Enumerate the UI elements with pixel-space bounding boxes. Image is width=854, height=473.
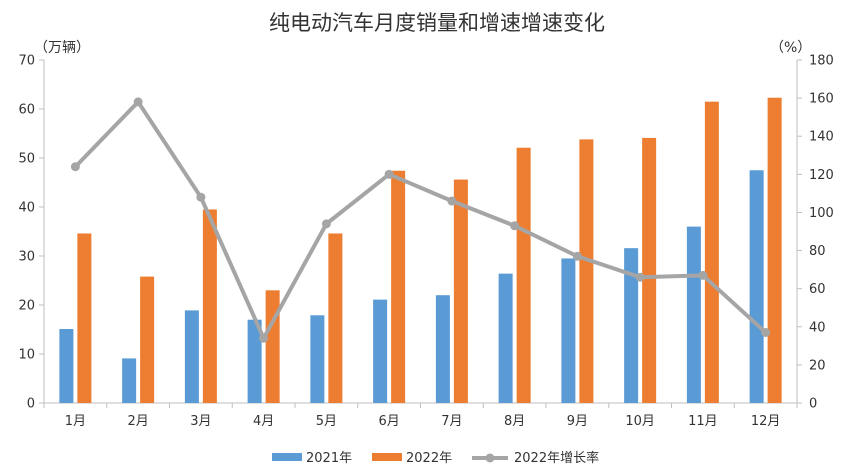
right-tick-label: 180 <box>809 54 834 69</box>
bar-2021年-4月 <box>247 319 262 403</box>
bars <box>59 97 782 404</box>
bar-2021年-5月 <box>310 315 325 403</box>
bar-2022年-8月 <box>516 147 531 403</box>
growth-rate-line <box>73 99 767 341</box>
left-tick-label: 0 <box>27 397 35 412</box>
left-tick-label: 40 <box>18 201 35 216</box>
x-tick-label: 11月 <box>688 414 718 429</box>
bar-2022年-4月 <box>265 290 280 403</box>
left-tick-label: 30 <box>18 250 35 265</box>
growth-rate-point-2月 <box>133 97 143 107</box>
bar-2022年-1月 <box>77 233 92 403</box>
bar-2022年-10月 <box>642 137 657 403</box>
x-tick-label: 4月 <box>253 414 274 429</box>
left-axis-unit: （万辆） <box>34 40 90 56</box>
growth-rate-point-8月 <box>510 221 520 231</box>
bar-2021年-11月 <box>686 226 701 403</box>
right-tick-label: 80 <box>809 244 826 259</box>
growth-rate-point-10月 <box>635 272 645 282</box>
bar-2021年-2月 <box>122 358 137 403</box>
bar-2022年-9月 <box>579 139 594 403</box>
axes: 0 10 20 30 40 50 60 70 0 20 40 60 80 100 120 140 160 180 1… <box>18 54 833 430</box>
x-tick-label: 12月 <box>751 414 781 429</box>
right-tick-label: 140 <box>809 130 834 145</box>
bar-2021年-1月 <box>59 329 74 403</box>
x-tick-label: 10月 <box>625 414 655 429</box>
legend: 2021年 2022年 2022年增长率 <box>272 450 599 466</box>
right-tick-label: 20 <box>809 358 826 373</box>
growth-rate-point-6月 <box>384 169 394 179</box>
right-tick-label: 60 <box>809 282 826 297</box>
growth-rate-point-5月 <box>321 219 331 229</box>
x-tick-label: 7月 <box>441 414 462 429</box>
right-tick-label: 160 <box>809 92 834 107</box>
legend-label: 2022年 <box>406 451 452 466</box>
bar-2022年-3月 <box>202 209 217 403</box>
right-axis-unit: （%） <box>770 40 811 56</box>
bar-2022年-5月 <box>328 233 343 403</box>
growth-rate-point-3月 <box>196 192 206 202</box>
x-tick-label: 2月 <box>127 414 148 429</box>
left-tick-label: 20 <box>18 299 35 314</box>
chart-title: 纯电动汽车月度销量和增速增速变化 <box>269 11 605 35</box>
bar-2021年-3月 <box>184 310 199 403</box>
legend-marker-2022年增长率 <box>485 453 495 463</box>
right-tick-label: 100 <box>809 206 834 221</box>
x-tick-label: 1月 <box>65 414 86 429</box>
legend-label: 2022年增长率 <box>514 450 599 466</box>
left-tick-label: 70 <box>18 54 35 69</box>
right-tick-label: 40 <box>809 320 826 335</box>
bar-2021年-8月 <box>498 273 513 403</box>
x-tick-label: 8月 <box>504 414 525 429</box>
growth-rate-point-9月 <box>572 251 582 261</box>
left-tick-label: 50 <box>18 152 35 167</box>
bar-2021年-7月 <box>435 295 450 403</box>
bar-2022年-2月 <box>140 276 155 403</box>
x-tick-label: 3月 <box>190 414 211 429</box>
growth-rate-point-1月 <box>70 162 80 172</box>
bar-2022年-11月 <box>704 101 719 404</box>
legend-label: 2021年 <box>306 451 352 466</box>
x-tick-label: 5月 <box>316 414 337 429</box>
line-series <box>70 97 771 343</box>
left-tick-label: 10 <box>18 348 35 363</box>
bar-2021年-9月 <box>561 258 576 403</box>
growth-rate-point-12月 <box>761 327 771 337</box>
bar-2022年-7月 <box>453 179 468 403</box>
legend-swatch-2022年 <box>372 453 402 461</box>
x-tick-label: 6月 <box>378 414 399 429</box>
legend-swatch-2021年 <box>272 453 302 461</box>
right-tick-label: 120 <box>809 168 834 183</box>
growth-rate-point-11月 <box>698 270 708 280</box>
growth-rate-point-4月 <box>259 333 269 343</box>
left-tick-label: 60 <box>18 103 35 118</box>
bar-2022年-6月 <box>391 170 406 403</box>
right-tick-label: 0 <box>809 397 817 412</box>
x-tick-label: 9月 <box>567 414 588 429</box>
bar-2021年-6月 <box>373 299 388 403</box>
growth-rate-point-7月 <box>447 196 457 206</box>
bar-2021年-12月 <box>749 170 764 403</box>
bar-2022年-12月 <box>767 97 782 403</box>
bar-2021年-10月 <box>624 248 639 403</box>
